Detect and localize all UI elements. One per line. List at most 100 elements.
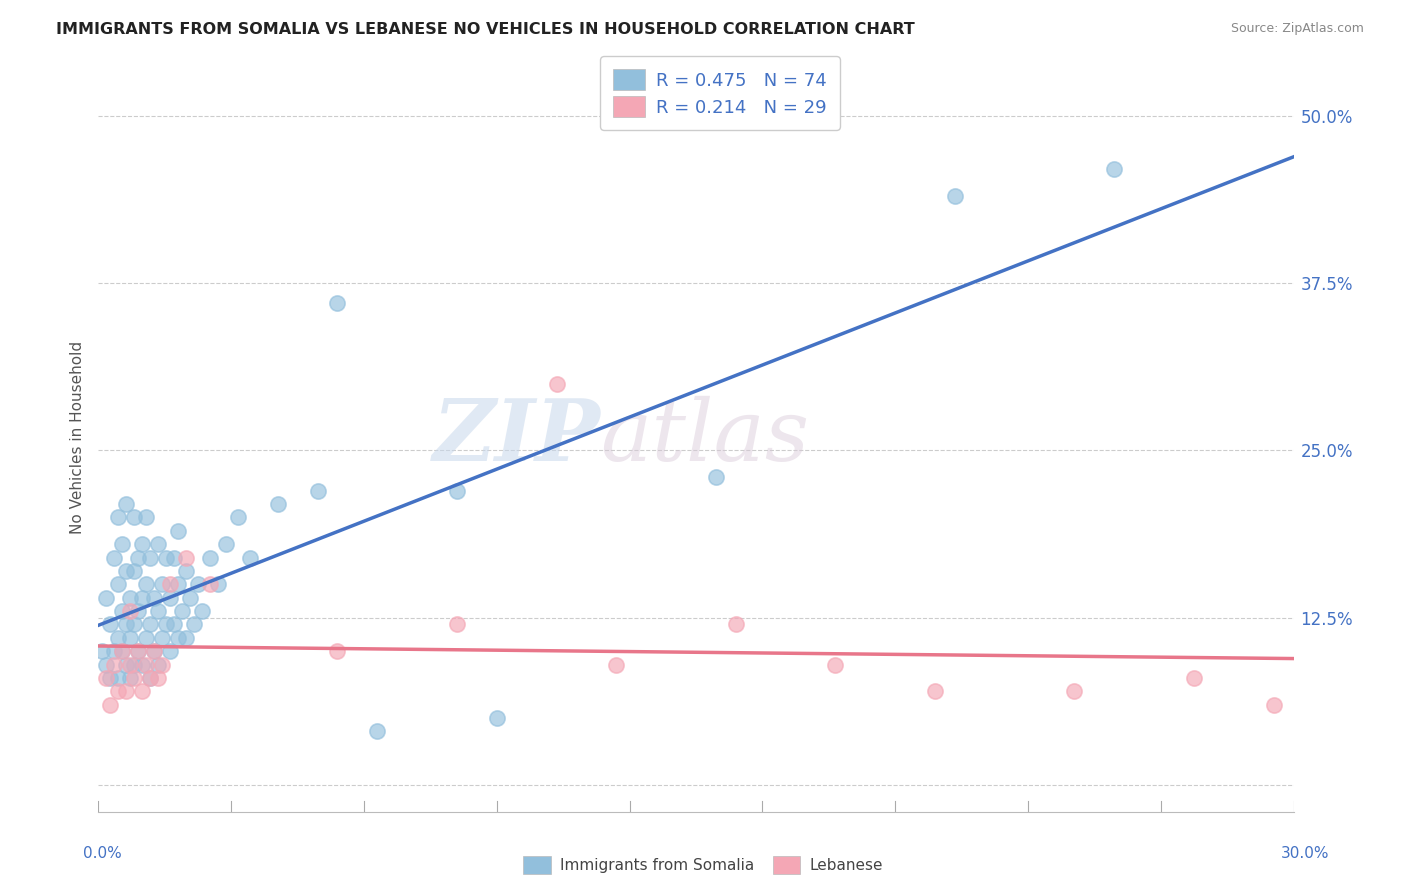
Point <box>120 591 142 605</box>
Point <box>239 550 262 565</box>
Point <box>98 698 122 712</box>
Point <box>96 657 118 672</box>
Point <box>103 644 125 658</box>
Point <box>174 550 197 565</box>
Point <box>135 577 157 591</box>
Y-axis label: No Vehicles in Household: No Vehicles in Household <box>70 341 86 533</box>
Point <box>98 617 122 632</box>
Point <box>183 617 205 632</box>
Point <box>120 631 142 645</box>
Point <box>704 470 727 484</box>
Point <box>159 591 181 605</box>
Point <box>1263 698 1285 712</box>
Point <box>107 671 129 685</box>
Point <box>148 537 170 551</box>
Point <box>198 577 221 591</box>
Point <box>215 537 238 551</box>
Point <box>143 644 166 658</box>
Point <box>96 671 118 685</box>
Point <box>135 657 157 672</box>
Point <box>167 577 190 591</box>
Point <box>115 684 138 698</box>
Point <box>191 604 214 618</box>
Point <box>139 671 162 685</box>
Point <box>127 550 149 565</box>
Point <box>159 577 181 591</box>
Point <box>724 617 747 632</box>
Point <box>1182 671 1205 685</box>
Point <box>326 644 349 658</box>
Text: atlas: atlas <box>600 396 810 478</box>
Point <box>139 550 162 565</box>
Point <box>167 524 190 538</box>
Point <box>163 550 186 565</box>
Point <box>120 657 142 672</box>
Point <box>111 537 134 551</box>
Text: Source: ZipAtlas.com: Source: ZipAtlas.com <box>1230 22 1364 36</box>
Point <box>148 604 170 618</box>
Point <box>187 577 209 591</box>
Point <box>124 564 146 578</box>
Point <box>111 604 134 618</box>
Text: 30.0%: 30.0% <box>1281 847 1329 861</box>
Point <box>267 497 290 511</box>
Point <box>143 591 166 605</box>
Point <box>207 577 229 591</box>
Point <box>107 631 129 645</box>
Point <box>546 376 568 391</box>
Point <box>167 631 190 645</box>
Point <box>943 189 966 203</box>
Point <box>605 657 627 672</box>
Point <box>148 657 170 672</box>
Point <box>120 671 142 685</box>
Point <box>307 483 329 498</box>
Point <box>150 657 173 672</box>
Point <box>115 564 138 578</box>
Point <box>131 537 153 551</box>
Point <box>226 510 249 524</box>
Point <box>124 671 146 685</box>
Point <box>111 644 134 658</box>
Point <box>98 671 122 685</box>
Point <box>163 617 186 632</box>
Point <box>107 684 129 698</box>
Point <box>143 644 166 658</box>
Point <box>148 671 170 685</box>
Point <box>150 631 173 645</box>
Point <box>446 483 468 498</box>
Point <box>131 684 153 698</box>
Point <box>127 644 149 658</box>
Point <box>172 604 194 618</box>
Point <box>174 631 197 645</box>
Point <box>155 550 177 565</box>
Point <box>155 617 177 632</box>
Point <box>115 657 138 672</box>
Point <box>131 591 153 605</box>
Point <box>824 657 846 672</box>
Point <box>485 711 508 725</box>
Legend: Immigrants from Somalia, Lebanese: Immigrants from Somalia, Lebanese <box>517 850 889 880</box>
Point <box>124 657 146 672</box>
Point <box>127 644 149 658</box>
Point <box>159 644 181 658</box>
Point <box>103 657 125 672</box>
Point <box>924 684 946 698</box>
Point <box>366 724 388 739</box>
Point <box>124 617 146 632</box>
Point <box>124 510 146 524</box>
Point <box>91 644 114 658</box>
Point <box>1104 162 1126 177</box>
Legend: R = 0.475   N = 74, R = 0.214   N = 29: R = 0.475 N = 74, R = 0.214 N = 29 <box>600 56 839 130</box>
Point <box>96 591 118 605</box>
Point <box>446 617 468 632</box>
Point <box>115 617 138 632</box>
Point <box>103 550 125 565</box>
Point <box>198 550 221 565</box>
Point <box>115 497 138 511</box>
Point <box>326 296 349 310</box>
Point <box>127 604 149 618</box>
Text: IMMIGRANTS FROM SOMALIA VS LEBANESE NO VEHICLES IN HOUSEHOLD CORRELATION CHART: IMMIGRANTS FROM SOMALIA VS LEBANESE NO V… <box>56 22 915 37</box>
Point <box>120 604 142 618</box>
Point <box>139 671 162 685</box>
Point <box>135 631 157 645</box>
